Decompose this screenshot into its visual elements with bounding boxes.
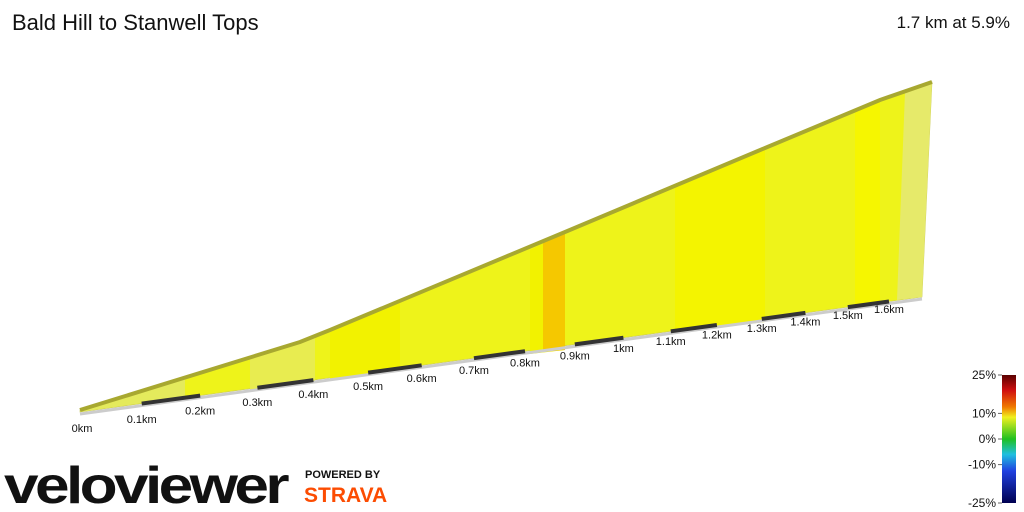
distance-label: 1.4km xyxy=(790,316,820,328)
summary: 1.7 km at 5.9% xyxy=(897,13,1010,32)
distance-tick-segment xyxy=(847,299,890,310)
gradient-tick-label: 0% xyxy=(979,432,997,446)
distance-axis: 0km 0.1km 0.2km 0.3km 0.4km 0.5km 0.6km 0.7km 0.… xyxy=(72,299,904,435)
profile-top-edge xyxy=(79,80,933,412)
profile xyxy=(79,80,933,416)
logo: veloviewer xyxy=(4,457,289,512)
distance-label: 0.7km xyxy=(459,365,489,377)
distance-tick-segment xyxy=(367,363,422,375)
profile-strip xyxy=(250,337,315,390)
distance-label: 0.1km xyxy=(127,414,157,426)
distance-label: 0km xyxy=(72,423,93,435)
gradient-scale: 25% 10% 0% -10% -25% xyxy=(968,368,1002,510)
gradient-tick-label: -25% xyxy=(968,496,996,510)
distance-tick-segment xyxy=(670,323,718,334)
distance-label: 1.2km xyxy=(702,329,732,341)
distance-label: 0.4km xyxy=(298,389,328,401)
distance-label: 0.2km xyxy=(185,406,215,418)
distance-label: 1km xyxy=(613,343,634,355)
distance-tick-segment xyxy=(257,378,314,390)
gradient-scale-bar xyxy=(1002,375,1016,503)
title: Bald Hill to Stanwell Tops xyxy=(12,10,259,35)
distance-tick-segment xyxy=(574,335,624,347)
profile-side xyxy=(897,82,932,300)
distance-tick-segment xyxy=(141,393,201,406)
distance-label: 1.6km xyxy=(874,304,904,316)
profile-strip xyxy=(675,148,765,333)
distance-label: 0.9km xyxy=(560,350,590,362)
gradient-tick-label: 25% xyxy=(972,368,996,382)
distance-label: 1.3km xyxy=(747,323,777,335)
gradient-tick-label: 10% xyxy=(972,406,996,420)
profile-strip xyxy=(855,100,880,307)
powered-by: POWERED BY xyxy=(305,469,381,481)
distance-tick-segment xyxy=(761,310,806,321)
distance-label: 0.3km xyxy=(242,397,272,409)
distance-tick-segment xyxy=(473,349,526,361)
distance-label: 1.5km xyxy=(833,310,863,322)
strava: STRAVA xyxy=(304,484,387,507)
distance-label: 0.6km xyxy=(407,373,437,385)
distance-label: 0.8km xyxy=(510,358,540,370)
distance-label: 0.5km xyxy=(353,381,383,393)
profile-strip xyxy=(330,302,400,379)
gradient-tick-label: -10% xyxy=(968,458,996,472)
distance-label: 1.1km xyxy=(656,336,686,348)
profile-strip xyxy=(543,232,565,352)
